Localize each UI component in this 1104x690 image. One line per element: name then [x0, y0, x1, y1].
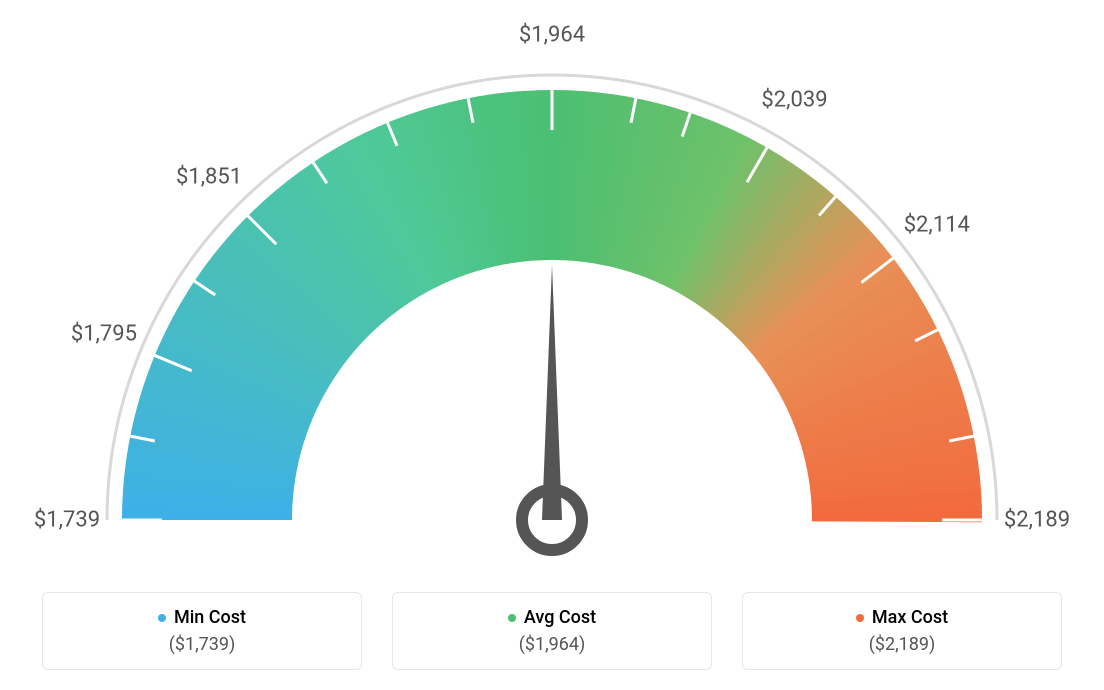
legend-max-value: ($2,189): [743, 634, 1061, 655]
legend-row: Min Cost ($1,739) Avg Cost ($1,964) Max …: [42, 592, 1062, 671]
dot-avg-icon: [508, 614, 516, 622]
gauge-tick-label: $1,964: [519, 23, 585, 48]
gauge-svg: [52, 20, 1052, 580]
dot-min-icon: [158, 614, 166, 622]
legend-min-value: ($1,739): [43, 634, 361, 655]
legend-min-box: Min Cost ($1,739): [42, 592, 362, 671]
gauge-tick-label: $2,189: [1004, 508, 1070, 533]
legend-max-label: Max Cost: [856, 607, 948, 628]
legend-avg-box: Avg Cost ($1,964): [392, 592, 712, 671]
legend-avg-text: Avg Cost: [524, 607, 596, 628]
gauge-tick-label: $1,739: [34, 508, 100, 533]
gauge-chart: $1,739$1,795$1,851$1,964$2,039$2,114$2,1…: [52, 20, 1052, 580]
gauge-tick-label: $2,114: [904, 212, 970, 237]
gauge-tick-label: $1,795: [71, 322, 137, 347]
gauge-tick-label: $1,851: [176, 165, 242, 190]
legend-max-box: Max Cost ($2,189): [742, 592, 1062, 671]
gauge-tick-label: $2,039: [761, 87, 827, 112]
legend-max-text: Max Cost: [872, 607, 948, 628]
dot-max-icon: [856, 614, 864, 622]
legend-avg-value: ($1,964): [393, 634, 711, 655]
legend-min-label: Min Cost: [158, 607, 246, 628]
legend-min-text: Min Cost: [174, 607, 246, 628]
legend-avg-label: Avg Cost: [508, 607, 596, 628]
